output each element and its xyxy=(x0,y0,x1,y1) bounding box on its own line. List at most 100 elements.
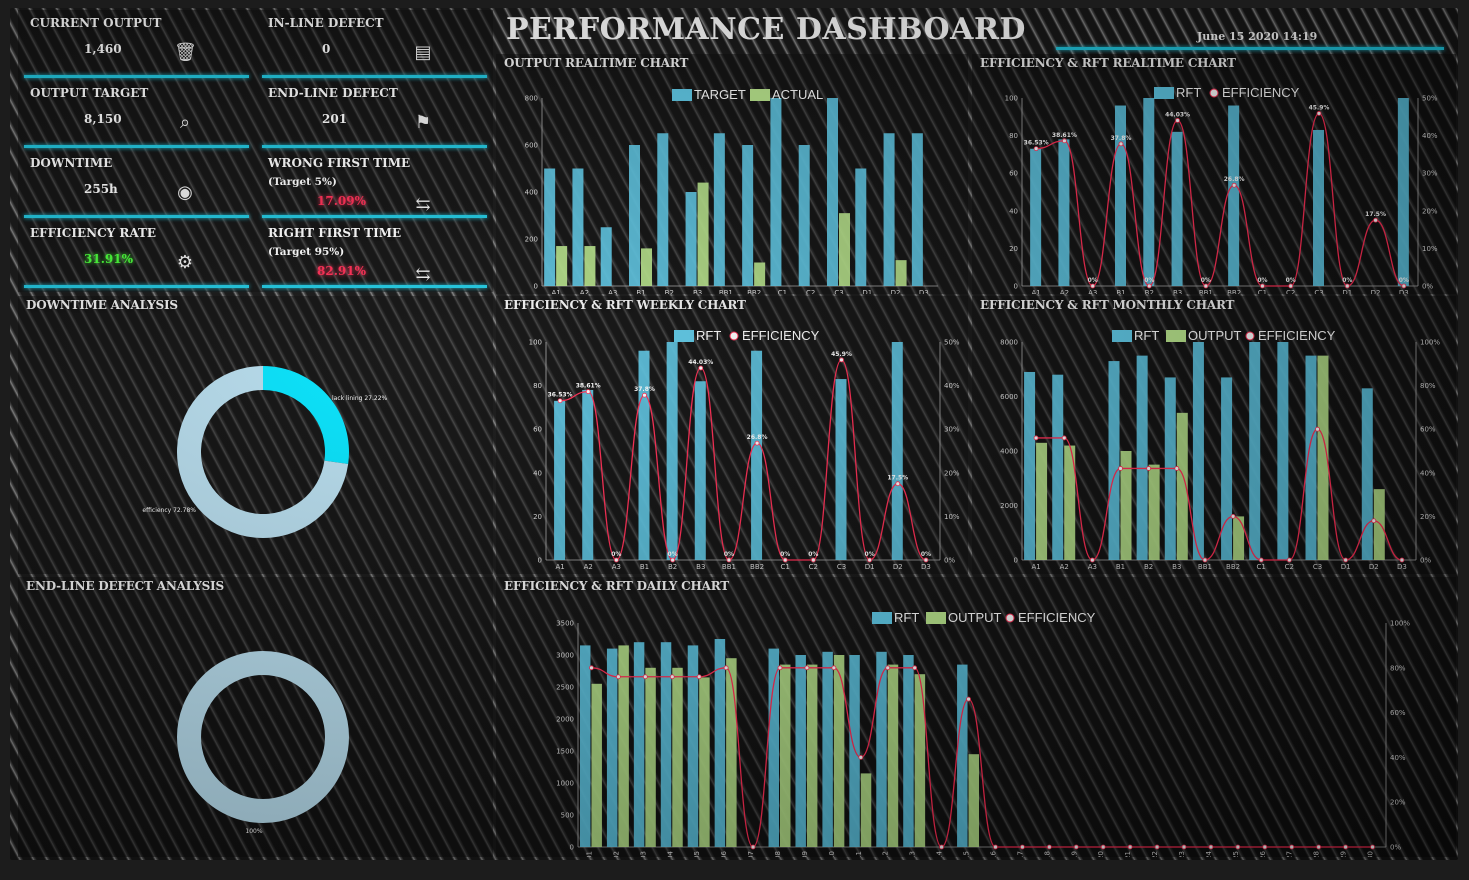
bar-rft xyxy=(1171,131,1183,286)
bar-target xyxy=(685,192,697,286)
x-tick-label: B1 xyxy=(1116,289,1125,294)
y-tick-label: 100 xyxy=(529,339,542,347)
bar-output xyxy=(968,754,979,847)
data-label: 45.9% xyxy=(1309,104,1330,111)
legend-label: RFT xyxy=(696,328,721,343)
bar-output xyxy=(914,674,926,847)
efficiency-point xyxy=(1090,283,1096,289)
kpi-value: 201 xyxy=(322,112,348,126)
x-tick-label: D1 xyxy=(862,289,872,294)
kpi-value: 82.91% xyxy=(317,264,366,278)
data-label: 0% xyxy=(1201,277,1211,284)
y-tick-label: 2000 xyxy=(556,716,574,724)
data-label: 36.53% xyxy=(1024,140,1049,147)
y-tick-label: 80 xyxy=(1009,132,1018,140)
kpi-value: 255h xyxy=(84,182,118,196)
data-label: 0% xyxy=(668,551,678,558)
bar-actual xyxy=(754,262,766,286)
x-tick-label: A3 xyxy=(1088,563,1097,571)
x-tick-label: 06-04 xyxy=(666,850,674,857)
y2-tick-label: 0% xyxy=(1422,283,1433,291)
kpi-inline-defect: IN-LINE DEFECT 0 ▤ xyxy=(262,12,487,78)
bar-target xyxy=(855,168,867,286)
transfer-icon: ⇆ xyxy=(415,264,431,285)
legend-label: EFFICIENCY xyxy=(1018,610,1096,625)
inspector-icon: ⚑ xyxy=(414,112,432,133)
efficiency-point xyxy=(696,674,702,680)
bar-output xyxy=(1373,489,1385,560)
efficiency-point xyxy=(1020,844,1025,850)
efficiency-point xyxy=(1343,557,1349,563)
bar-rft xyxy=(751,350,763,560)
efficiency-point xyxy=(1288,283,1294,289)
x-tick-label: 06-16 xyxy=(989,850,997,857)
x-tick-label: 06-22 xyxy=(1151,851,1159,857)
efficiency-point xyxy=(1062,138,1067,144)
efficiency-point xyxy=(1262,844,1268,850)
x-tick-label: D1 xyxy=(1341,563,1351,571)
donut-label: 100% xyxy=(245,828,262,835)
x-tick-label: 06-08 xyxy=(774,851,782,857)
efficiency-point xyxy=(1118,141,1124,147)
stop-icon: ◉ xyxy=(177,182,193,203)
chart-legend: RFT EFFICIENCY xyxy=(1154,85,1300,100)
kpi-underline xyxy=(24,215,249,218)
bar-output xyxy=(1036,442,1048,560)
efficiency-point xyxy=(1061,435,1067,441)
bar-output xyxy=(1317,355,1329,560)
y2-tick-label: 40% xyxy=(944,382,960,390)
efficiency-point xyxy=(777,665,783,671)
x-tick-label: B3 xyxy=(1173,289,1182,294)
x-tick-label: 06-05 xyxy=(693,851,701,857)
legend-label: EFFICIENCY xyxy=(742,328,820,343)
efficiency-point xyxy=(670,557,676,563)
kpi-label: RIGHT FIRST TIME xyxy=(268,226,402,240)
kpi-value: 1,460 xyxy=(84,42,122,56)
bar-rft xyxy=(768,648,779,847)
eff-realtime-title: EFFICIENCY & RFT REALTIME CHART xyxy=(980,56,1236,70)
efficiency-point xyxy=(1289,844,1295,850)
y2-tick-label: 50% xyxy=(1422,95,1438,103)
y-tick-label: 0 xyxy=(538,557,542,565)
search-icon: ⌕ xyxy=(179,112,191,133)
bar-output xyxy=(1176,412,1188,560)
data-label: 0% xyxy=(865,551,875,558)
output-realtime-chart: 800 600 400 200 0 A1 A2 A3 B1 B2 B3 BB1 BB2 C1 C2 C3 D1 D… xyxy=(525,87,938,294)
y2-tick-label: 20% xyxy=(1422,207,1438,215)
bar-rft xyxy=(694,381,706,560)
x-tick-label: A2 xyxy=(1060,563,1069,571)
kpi-value: 8,150 xyxy=(84,112,122,126)
bar-rft xyxy=(1249,342,1261,560)
y-tick-label: 80 xyxy=(533,382,542,390)
x-tick-label: D2 xyxy=(1371,289,1381,294)
x-tick-label: 06-25 xyxy=(1232,851,1240,857)
data-label: 0% xyxy=(611,551,621,558)
efficiency-point xyxy=(810,557,816,563)
kpi-label: DOWNTIME xyxy=(30,156,113,170)
efficiency-point xyxy=(1315,426,1320,432)
x-tick-label: 06-26 xyxy=(1259,850,1267,857)
efficiency-point xyxy=(589,665,594,671)
legend-label: OUTPUT xyxy=(948,610,1002,625)
bar-actual xyxy=(697,182,709,286)
bar-rft xyxy=(580,645,591,847)
efficiency-point xyxy=(754,440,760,446)
kpi-underline xyxy=(262,215,487,218)
x-tick-label: C1 xyxy=(778,289,787,294)
donut-label: lack lining 27.22% xyxy=(332,395,388,402)
weekly-chart: 100 80 60 40 20 0 50% 40% 30% 20% 10% 0% A1 A2 A3 B1 B2 B… xyxy=(529,328,960,571)
efficiency-point xyxy=(858,754,864,760)
bar-rft xyxy=(1228,105,1240,286)
x-tick-label: 06-14 xyxy=(936,850,944,857)
x-tick-label: C2 xyxy=(1285,563,1294,571)
bar-rft xyxy=(1277,342,1289,560)
x-tick-label: A1 xyxy=(1032,289,1041,294)
legend-swatch xyxy=(1112,330,1132,342)
output-realtime-title: OUTPUT REALTIME CHART xyxy=(504,56,689,70)
efficiency-point xyxy=(1371,518,1377,524)
efficiency-point xyxy=(895,481,901,487)
efficiency-point xyxy=(1316,111,1322,116)
x-tick-label: C1 xyxy=(1257,563,1266,571)
y-tick-label: 500 xyxy=(561,812,574,820)
y2-tick-label: 10% xyxy=(944,513,960,521)
